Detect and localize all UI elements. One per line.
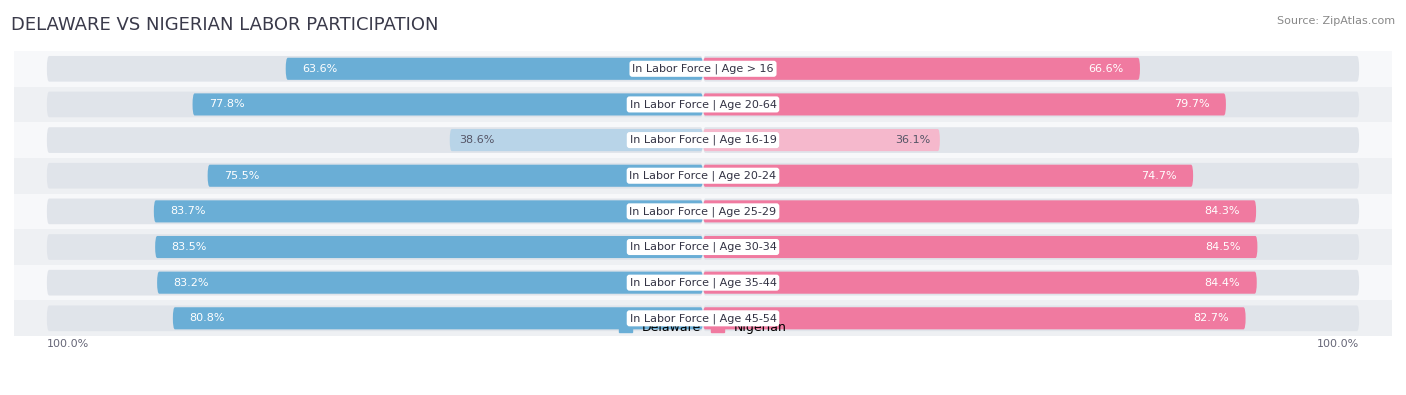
- FancyBboxPatch shape: [46, 305, 703, 331]
- FancyBboxPatch shape: [703, 200, 1256, 222]
- FancyBboxPatch shape: [157, 272, 703, 294]
- Text: In Labor Force | Age > 16: In Labor Force | Age > 16: [633, 64, 773, 74]
- FancyBboxPatch shape: [173, 307, 703, 329]
- FancyBboxPatch shape: [153, 200, 703, 222]
- Text: 84.3%: 84.3%: [1204, 206, 1240, 216]
- FancyBboxPatch shape: [703, 56, 1360, 82]
- Bar: [14, 265, 1392, 301]
- Text: 38.6%: 38.6%: [460, 135, 495, 145]
- FancyBboxPatch shape: [703, 305, 1360, 331]
- Text: In Labor Force | Age 45-54: In Labor Force | Age 45-54: [630, 313, 776, 324]
- Text: 80.8%: 80.8%: [190, 313, 225, 324]
- Text: 100.0%: 100.0%: [46, 339, 89, 349]
- FancyBboxPatch shape: [46, 234, 703, 260]
- Bar: [14, 51, 1392, 87]
- FancyBboxPatch shape: [703, 129, 939, 151]
- FancyBboxPatch shape: [46, 163, 703, 188]
- FancyBboxPatch shape: [703, 58, 1140, 80]
- Bar: [14, 122, 1392, 158]
- FancyBboxPatch shape: [46, 127, 703, 153]
- Text: 100.0%: 100.0%: [1317, 339, 1360, 349]
- Text: 83.5%: 83.5%: [172, 242, 207, 252]
- Text: In Labor Force | Age 35-44: In Labor Force | Age 35-44: [630, 277, 776, 288]
- FancyBboxPatch shape: [46, 56, 703, 82]
- Text: 66.6%: 66.6%: [1088, 64, 1123, 74]
- Text: 75.5%: 75.5%: [224, 171, 259, 181]
- FancyBboxPatch shape: [703, 93, 1226, 115]
- Text: 84.5%: 84.5%: [1205, 242, 1241, 252]
- FancyBboxPatch shape: [46, 199, 703, 224]
- FancyBboxPatch shape: [703, 163, 1360, 188]
- Text: 74.7%: 74.7%: [1142, 171, 1177, 181]
- FancyBboxPatch shape: [46, 92, 703, 117]
- FancyBboxPatch shape: [703, 92, 1360, 117]
- FancyBboxPatch shape: [450, 129, 703, 151]
- FancyBboxPatch shape: [46, 270, 703, 295]
- Text: 63.6%: 63.6%: [302, 64, 337, 74]
- FancyBboxPatch shape: [703, 127, 1360, 153]
- Text: In Labor Force | Age 25-29: In Labor Force | Age 25-29: [630, 206, 776, 216]
- Text: 83.7%: 83.7%: [170, 206, 205, 216]
- FancyBboxPatch shape: [703, 236, 1257, 258]
- Text: In Labor Force | Age 20-64: In Labor Force | Age 20-64: [630, 99, 776, 110]
- Text: Source: ZipAtlas.com: Source: ZipAtlas.com: [1277, 16, 1395, 26]
- Text: In Labor Force | Age 30-34: In Labor Force | Age 30-34: [630, 242, 776, 252]
- FancyBboxPatch shape: [208, 165, 703, 187]
- Bar: [14, 158, 1392, 194]
- Legend: Delaware, Nigerian: Delaware, Nigerian: [614, 316, 792, 339]
- Text: 77.8%: 77.8%: [209, 100, 245, 109]
- Text: DELAWARE VS NIGERIAN LABOR PARTICIPATION: DELAWARE VS NIGERIAN LABOR PARTICIPATION: [11, 16, 439, 34]
- FancyBboxPatch shape: [703, 270, 1360, 295]
- Text: 82.7%: 82.7%: [1194, 313, 1229, 324]
- FancyBboxPatch shape: [703, 199, 1360, 224]
- FancyBboxPatch shape: [703, 234, 1360, 260]
- FancyBboxPatch shape: [155, 236, 703, 258]
- Text: 83.2%: 83.2%: [173, 278, 209, 288]
- FancyBboxPatch shape: [193, 93, 703, 115]
- Text: In Labor Force | Age 16-19: In Labor Force | Age 16-19: [630, 135, 776, 145]
- Text: 79.7%: 79.7%: [1174, 100, 1209, 109]
- FancyBboxPatch shape: [703, 307, 1246, 329]
- FancyBboxPatch shape: [703, 165, 1194, 187]
- Text: 84.4%: 84.4%: [1205, 278, 1240, 288]
- Bar: [14, 87, 1392, 122]
- FancyBboxPatch shape: [285, 58, 703, 80]
- Text: 36.1%: 36.1%: [894, 135, 929, 145]
- Text: In Labor Force | Age 20-24: In Labor Force | Age 20-24: [630, 171, 776, 181]
- Bar: [14, 194, 1392, 229]
- Bar: [14, 229, 1392, 265]
- FancyBboxPatch shape: [703, 272, 1257, 294]
- Bar: [14, 301, 1392, 336]
